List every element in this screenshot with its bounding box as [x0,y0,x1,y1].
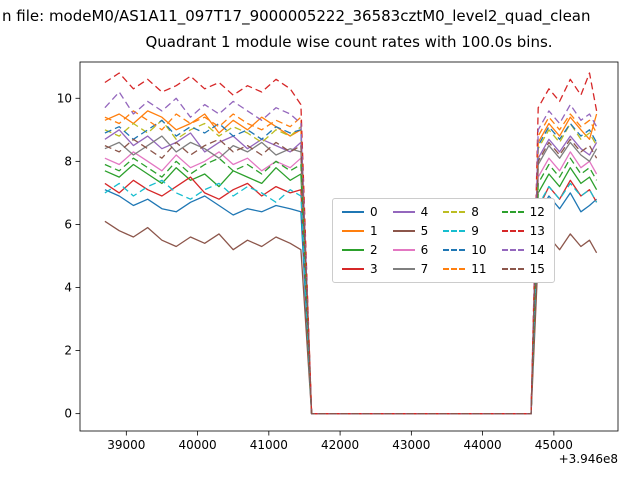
legend-label: 5 [420,224,429,238]
x-tick-label: 45000 [535,438,573,452]
chart-title: Quadrant 1 module wise count rates with … [145,33,553,51]
legend-label: 8 [471,205,479,219]
legend-label: 10 [471,243,487,257]
legend-item-0: 0 [342,206,378,218]
legend-label: 2 [370,243,378,257]
y-tick-label: 10 [57,91,72,105]
legend-line-swatch [443,268,466,270]
legend-line-swatch [392,249,415,251]
series-line-9 [104,179,598,415]
x-tick-label: 44000 [464,438,502,452]
y-tick-label: 4 [64,281,72,295]
x-axis-offset-label: +3.946e8 [558,452,618,466]
legend-line-swatch [501,211,524,213]
legend-label: 7 [420,262,429,276]
legend-label: 15 [529,262,545,276]
legend-line-swatch [342,268,364,270]
legend-item-12: 12 [501,205,545,219]
legend: 0 1 2 3 4 5 6 7 8 9 10 11 12 13 14 15 [332,198,555,283]
legend-line-swatch [392,230,415,232]
legend-line-swatch [501,230,524,232]
legend-item-3: 3 [342,263,378,275]
axes-frame [79,61,619,432]
legend-label: 12 [529,205,545,219]
legend-item-7: 7 [392,262,429,276]
legend-label: 4 [420,205,429,219]
legend-label: 6 [420,243,429,257]
x-tick-label: 41000 [250,438,288,452]
legend-line-swatch [443,211,466,213]
legend-line-swatch [342,249,364,251]
legend-item-2: 2 [342,244,378,256]
legend-line-swatch [342,230,364,232]
legend-item-10: 10 [443,243,487,257]
x-tick-label: 40000 [178,438,216,452]
legend-item-15: 15 [501,262,545,276]
legend-item-8: 8 [443,206,486,218]
legend-label: 1 [370,224,378,238]
series-line-15 [104,138,598,415]
legend-line-swatch [501,249,524,251]
y-tick-label: 0 [64,407,72,421]
legend-label: 14 [529,243,545,257]
legend-line-swatch [342,211,364,213]
legend-item-11: 11 [443,262,487,276]
legend-item-1: 1 [342,225,378,237]
legend-item-13: 13 [501,224,545,238]
legend-label: 9 [471,224,479,238]
legend-item-9: 9 [443,225,486,237]
legend-line-swatch [443,230,466,232]
legend-item-4: 4 [392,205,429,219]
x-tick-label: 43000 [392,438,430,452]
x-tick-label: 39000 [107,438,145,452]
file-header: n file: modeM0/AS1A11_097T17_9000005222_… [2,7,591,25]
legend-line-swatch [392,211,415,213]
series-line-12 [104,157,598,415]
legend-line-swatch [443,249,466,251]
y-tick-label: 8 [64,154,72,168]
legend-item-5: 5 [392,224,429,238]
y-tick-label: 2 [64,344,72,358]
legend-label: 13 [529,224,545,238]
legend-label: 3 [370,262,378,276]
legend-line-swatch [501,268,524,270]
legend-item-6: 6 [392,243,429,257]
legend-item-14: 14 [501,243,545,257]
legend-label: 11 [471,262,487,276]
y-tick-label: 6 [64,217,72,231]
legend-label: 0 [370,205,378,219]
legend-line-swatch [392,268,415,270]
x-tick-label: 42000 [321,438,359,452]
